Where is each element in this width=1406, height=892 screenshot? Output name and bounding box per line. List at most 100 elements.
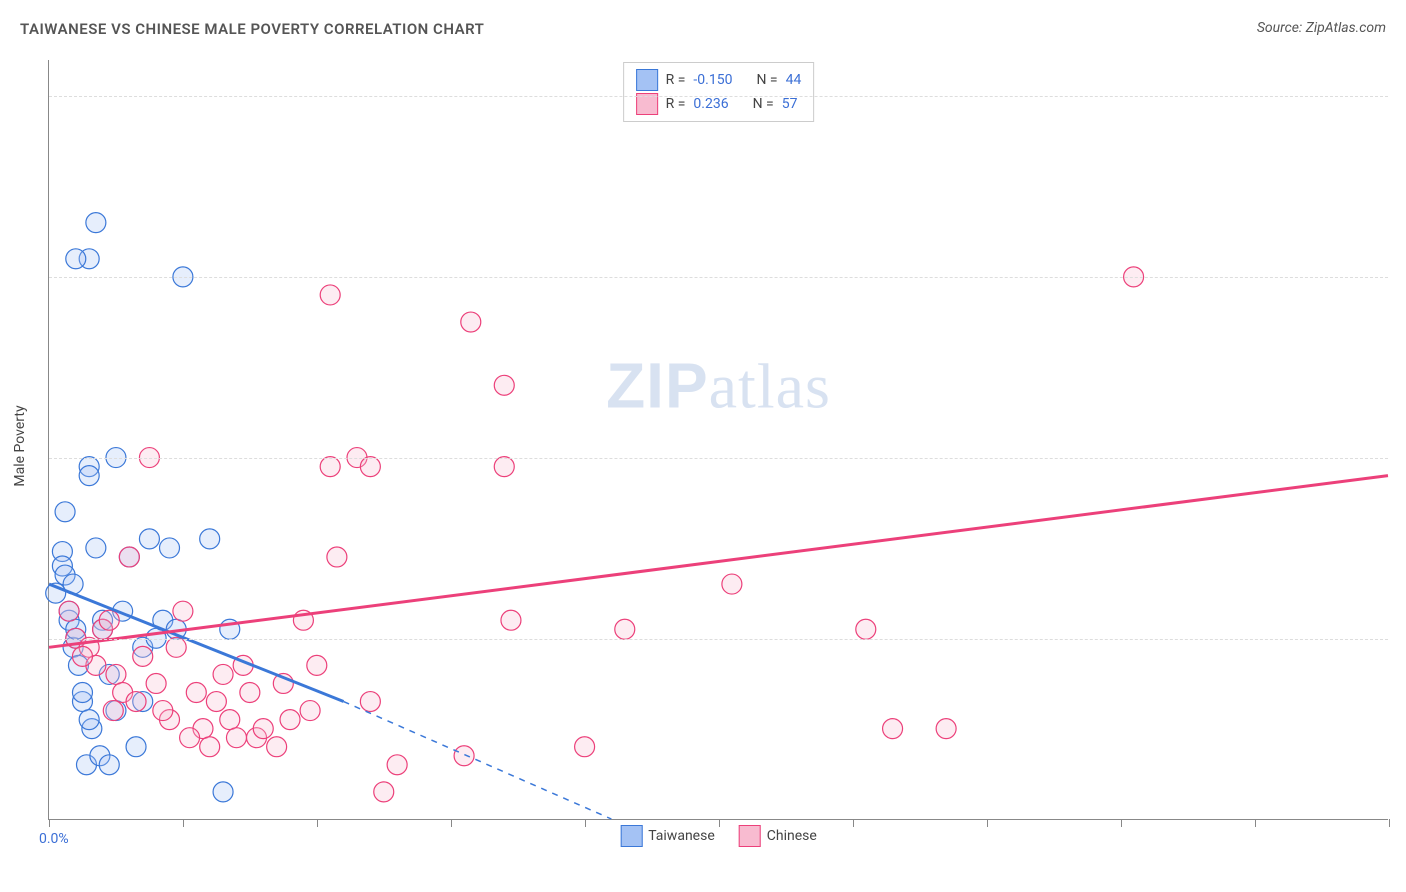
scatter-point [374, 782, 394, 802]
legend-correlation-row: R = -0.150 N = 44 [636, 69, 802, 91]
scatter-point [200, 737, 220, 757]
legend-n-label: N = [753, 96, 774, 112]
scatter-point [126, 737, 146, 757]
scatter-point [200, 529, 220, 549]
x-tick [317, 819, 318, 827]
scatter-point [166, 637, 186, 657]
legend-r-value: 0.236 [693, 96, 728, 112]
legend-series-item: Taiwanese [620, 825, 715, 847]
scatter-point [454, 746, 474, 766]
scatter-point [59, 601, 79, 621]
scatter-point [387, 755, 407, 775]
gridline-h [49, 639, 1388, 640]
scatter-point [307, 655, 327, 675]
scatter-point [213, 664, 233, 684]
plot-area: ZIPatlas R =-0.150N =44R = 0.236N =57 Ta… [48, 60, 1388, 820]
scatter-point [79, 710, 99, 730]
legend-r-label: R = [666, 96, 686, 112]
x-tick [1255, 819, 1256, 827]
y-axis-label: Male Poverty [12, 405, 28, 486]
scatter-point [936, 719, 956, 739]
legend-r-label: R = [666, 72, 686, 88]
x-tick [853, 819, 854, 827]
scatter-point [360, 692, 380, 712]
legend-r-value: -0.150 [693, 72, 732, 88]
scatter-point [213, 782, 233, 802]
scatter-point [72, 683, 92, 703]
x-tick-label: 0.0% [39, 831, 69, 847]
scatter-point [240, 683, 260, 703]
scatter-point [360, 457, 380, 477]
series-legend: Taiwanese Chinese [620, 825, 817, 847]
scatter-point [253, 719, 273, 739]
x-tick [451, 819, 452, 827]
legend-n-value: 57 [782, 96, 798, 112]
scatter-point [186, 683, 206, 703]
x-tick [585, 819, 586, 827]
chart-title: TAIWANESE VS CHINESE MALE POVERTY CORREL… [20, 20, 484, 38]
y-tick-label: 40.0% [1393, 88, 1406, 104]
scatter-point [320, 285, 340, 305]
x-tick [49, 819, 50, 827]
correlation-legend: R = -0.150 N = 44 R = 0.236 N = 57 [623, 62, 815, 122]
scatter-point [66, 249, 86, 269]
x-tick [1121, 819, 1122, 827]
gridline-h [49, 277, 1388, 278]
source-attribution: Source: ZipAtlas.com [1257, 20, 1386, 36]
x-tick [183, 819, 184, 827]
scatter-point [300, 701, 320, 721]
legend-swatch [620, 825, 642, 847]
scatter-point [103, 701, 123, 721]
scatter-point [220, 710, 240, 730]
scatter-point [86, 213, 106, 233]
scatter-point [72, 646, 92, 666]
y-tick-label: 20.0% [1393, 450, 1406, 466]
scatter-point [327, 547, 347, 567]
scatter-point [99, 610, 119, 630]
gridline-h [49, 458, 1388, 459]
scatter-point [173, 601, 193, 621]
scatter-point [856, 619, 876, 639]
scatter-point [226, 728, 246, 748]
scatter-point [494, 457, 514, 477]
legend-series-item: Chinese [739, 825, 817, 847]
scatter-point [267, 737, 287, 757]
y-tick-label: 10.0% [1393, 631, 1406, 647]
legend-series-label: Chinese [767, 828, 817, 844]
gridline-h [49, 96, 1388, 97]
trend-line [49, 476, 1388, 648]
legend-series-label: Taiwanese [648, 828, 715, 844]
scatter-point [494, 375, 514, 395]
scatter-point [461, 312, 481, 332]
legend-swatch [739, 825, 761, 847]
scatter-point [146, 673, 166, 693]
legend-swatch [636, 69, 658, 91]
scatter-point [153, 701, 173, 721]
x-tick [1389, 819, 1390, 827]
scatter-point [86, 538, 106, 558]
scatter-point [55, 502, 75, 522]
scatter-point [133, 646, 153, 666]
scatter-point [501, 610, 521, 630]
scatter-point [126, 692, 146, 712]
scatter-point [106, 664, 126, 684]
scatter-point [883, 719, 903, 739]
scatter-point [320, 457, 340, 477]
scatter-point [119, 547, 139, 567]
scatter-point [139, 529, 159, 549]
scatter-point [615, 619, 635, 639]
scatter-point [99, 755, 119, 775]
x-tick [987, 819, 988, 827]
scatter-point [160, 538, 180, 558]
scatter-point [79, 466, 99, 486]
scatter-point [280, 710, 300, 730]
scatter-point [575, 737, 595, 757]
y-tick-label: 30.0% [1393, 269, 1406, 285]
x-tick [719, 819, 720, 827]
legend-n-label: N = [756, 72, 777, 88]
scatter-point [722, 574, 742, 594]
scatter-plot-svg [49, 60, 1388, 819]
scatter-point [206, 692, 226, 712]
scatter-point [180, 728, 200, 748]
legend-n-value: 44 [786, 72, 802, 88]
